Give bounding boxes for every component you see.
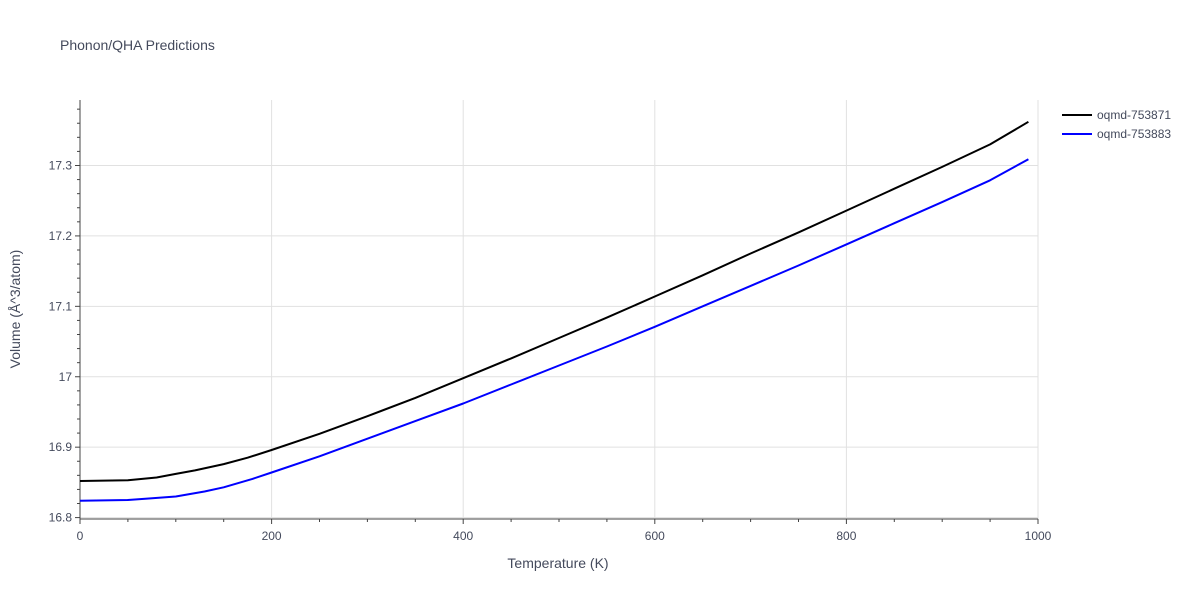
y-tick-label: 16.9 bbox=[49, 440, 73, 454]
y-tick-label: 17.3 bbox=[49, 158, 73, 172]
x-tick-label: 0 bbox=[77, 529, 84, 543]
x-tick-label: 800 bbox=[836, 529, 856, 543]
y-tick-label: 17 bbox=[59, 370, 73, 384]
y-tick-label: 17.1 bbox=[49, 299, 73, 313]
series-line-oqmd-753883 bbox=[79, 158, 1029, 502]
legend-label: oqmd-753871 bbox=[1097, 108, 1171, 122]
legend: oqmd-753871 oqmd-753883 bbox=[1062, 108, 1171, 141]
y-axis-title: Volume (Å^3/atom) bbox=[7, 250, 23, 369]
series-lines bbox=[79, 120, 1029, 502]
x-axis-title: Temperature (K) bbox=[507, 555, 608, 571]
grid-lines bbox=[80, 100, 1039, 519]
x-tick-label: 200 bbox=[262, 529, 282, 543]
legend-label: oqmd-753883 bbox=[1097, 127, 1171, 141]
y-tick-labels: 16.8 16.9 17 17.1 17.2 17.3 bbox=[49, 158, 73, 524]
axes bbox=[75, 100, 1039, 524]
x-tick-labels: 0 200 400 600 800 1000 bbox=[77, 529, 1052, 543]
y-tick-label: 16.8 bbox=[49, 511, 73, 525]
x-tick-label: 1000 bbox=[1025, 529, 1052, 543]
chart-title: Phonon/QHA Predictions bbox=[60, 37, 215, 53]
x-tick-label: 600 bbox=[645, 529, 665, 543]
series-line-oqmd-753871 bbox=[79, 120, 1029, 482]
x-tick-label: 400 bbox=[453, 529, 473, 543]
y-tick-label: 17.2 bbox=[49, 229, 73, 243]
